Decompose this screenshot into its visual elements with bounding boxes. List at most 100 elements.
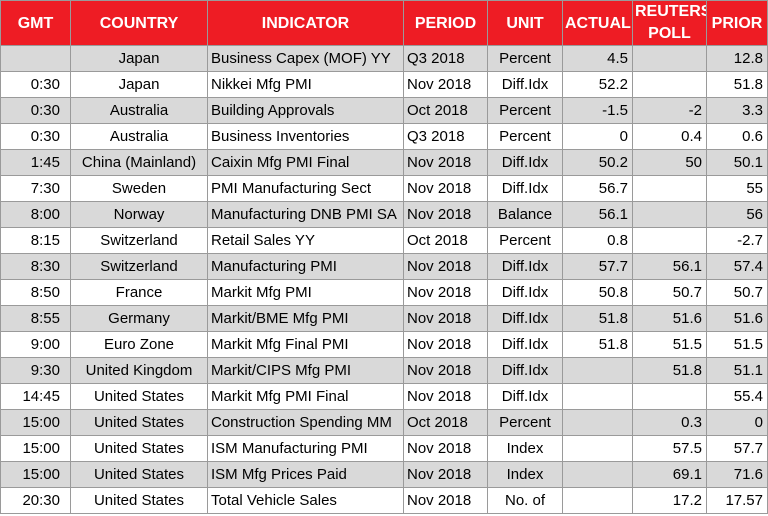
cell-actual: 0.8 (562, 227, 633, 254)
table-row: 15:00 United States ISM Mfg Prices Paid Nov… (0, 461, 768, 488)
cell-reuters-poll: -2 (632, 97, 707, 124)
cell-prior: -2.7 (706, 227, 768, 254)
cell-indicator: Retail Sales YY (207, 227, 404, 254)
header-reuters-poll: REUTERS POLL (632, 0, 707, 46)
header-period: PERIOD (403, 0, 488, 46)
cell-indicator: Caixin Mfg PMI Final (207, 149, 404, 176)
cell-indicator: PMI Manufacturing Sect (207, 175, 404, 202)
table-row: 7:30 Sweden PMI Manufacturing Sect Nov 2018… (0, 175, 768, 202)
cell-indicator: ISM Manufacturing PMI (207, 435, 404, 462)
cell-actual (562, 487, 633, 514)
table-row: 8:55 Germany Markit/BME Mfg PMI Nov 2018 Dif… (0, 305, 768, 332)
cell-actual: 0 (562, 123, 633, 150)
cell-gmt: 14:45 (0, 383, 71, 410)
cell-country: Switzerland (70, 227, 208, 254)
cell-gmt: 0:30 (0, 97, 71, 124)
cell-gmt: 8:30 (0, 253, 71, 280)
cell-unit: Diff.Idx (487, 71, 563, 98)
cell-actual: 57.7 (562, 253, 633, 280)
cell-actual: 56.7 (562, 175, 633, 202)
header-country: COUNTRY (70, 0, 208, 46)
cell-actual (562, 409, 633, 436)
cell-indicator: Business Inventories (207, 123, 404, 150)
table-row: 14:45 United States Markit Mfg PMI Final No… (0, 383, 768, 410)
table-row: Japan Business Capex (MOF) YY Q3 2018 Perce… (0, 45, 768, 72)
cell-actual (562, 357, 633, 384)
cell-gmt: 1:45 (0, 149, 71, 176)
cell-country: United Kingdom (70, 357, 208, 384)
cell-country: United States (70, 461, 208, 488)
header-indicator: INDICATOR (207, 0, 404, 46)
header-actual: ACTUAL (562, 0, 633, 46)
cell-country: United States (70, 435, 208, 462)
table-row: 9:30 United Kingdom Markit/CIPS Mfg PMI Nov… (0, 357, 768, 384)
table-row: 8:30 Switzerland Manufacturing PMI Nov 2018… (0, 253, 768, 280)
cell-actual (562, 435, 633, 462)
cell-reuters-poll: 50.7 (632, 279, 707, 306)
cell-actual (562, 461, 633, 488)
cell-actual (562, 383, 633, 410)
cell-indicator: Manufacturing DNB PMI SA (207, 201, 404, 228)
cell-period: Nov 2018 (403, 149, 488, 176)
cell-indicator: Markit Mfg Final PMI (207, 331, 404, 358)
cell-reuters-poll: 0.4 (632, 123, 707, 150)
cell-country: United States (70, 409, 208, 436)
cell-gmt: 9:30 (0, 357, 71, 384)
cell-country: Norway (70, 201, 208, 228)
cell-period: Nov 2018 (403, 487, 488, 514)
cell-unit: Diff.Idx (487, 253, 563, 280)
cell-prior: 50.7 (706, 279, 768, 306)
table-row: 9:00 Euro Zone Markit Mfg Final PMI Nov 201… (0, 331, 768, 358)
cell-period: Nov 2018 (403, 435, 488, 462)
cell-prior: 17.57 (706, 487, 768, 514)
cell-prior: 51.6 (706, 305, 768, 332)
cell-gmt: 15:00 (0, 409, 71, 436)
cell-unit: Percent (487, 45, 563, 72)
cell-indicator: Total Vehicle Sales (207, 487, 404, 514)
cell-reuters-poll: 51.8 (632, 357, 707, 384)
cell-gmt: 8:55 (0, 305, 71, 332)
cell-gmt (0, 45, 71, 72)
cell-gmt: 7:30 (0, 175, 71, 202)
cell-unit: Percent (487, 409, 563, 436)
table-body: Japan Business Capex (MOF) YY Q3 2018 Perce… (0, 45, 768, 514)
cell-gmt: 15:00 (0, 435, 71, 462)
cell-unit: Index (487, 435, 563, 462)
cell-unit: Diff.Idx (487, 279, 563, 306)
cell-reuters-poll (632, 71, 707, 98)
cell-period: Nov 2018 (403, 461, 488, 488)
cell-indicator: Business Capex (MOF) YY (207, 45, 404, 72)
table-row: 0:30 Australia Business Inventories Q3 2018… (0, 123, 768, 150)
cell-prior: 12.8 (706, 45, 768, 72)
cell-period: Oct 2018 (403, 227, 488, 254)
table-row: 0:30 Japan Nikkei Mfg PMI Nov 2018 Diff.Idx 5… (0, 71, 768, 98)
cell-period: Nov 2018 (403, 201, 488, 228)
cell-period: Nov 2018 (403, 383, 488, 410)
cell-country: United States (70, 383, 208, 410)
cell-prior: 0.6 (706, 123, 768, 150)
table-row: 8:15 Switzerland Retail Sales YY Oct 2018 Pe… (0, 227, 768, 254)
cell-prior: 57.4 (706, 253, 768, 280)
table-row: 1:45 China (Mainland) Caixin Mfg PMI Final… (0, 149, 768, 176)
cell-reuters-poll: 17.2 (632, 487, 707, 514)
header-gmt: GMT (0, 0, 71, 46)
cell-reuters-poll (632, 383, 707, 410)
cell-actual: 56.1 (562, 201, 633, 228)
cell-country: Euro Zone (70, 331, 208, 358)
cell-country: Switzerland (70, 253, 208, 280)
cell-reuters-poll (632, 227, 707, 254)
cell-reuters-poll: 51.5 (632, 331, 707, 358)
cell-prior: 3.3 (706, 97, 768, 124)
cell-country: Germany (70, 305, 208, 332)
cell-period: Nov 2018 (403, 331, 488, 358)
cell-indicator: ISM Mfg Prices Paid (207, 461, 404, 488)
cell-period: Nov 2018 (403, 357, 488, 384)
table-row: 8:00 Norway Manufacturing DNB PMI SA Nov 20… (0, 201, 768, 228)
cell-actual: 52.2 (562, 71, 633, 98)
cell-gmt: 8:00 (0, 201, 71, 228)
cell-gmt: 20:30 (0, 487, 71, 514)
cell-period: Q3 2018 (403, 123, 488, 150)
cell-unit: Percent (487, 227, 563, 254)
cell-reuters-poll: 51.6 (632, 305, 707, 332)
cell-country: Australia (70, 97, 208, 124)
